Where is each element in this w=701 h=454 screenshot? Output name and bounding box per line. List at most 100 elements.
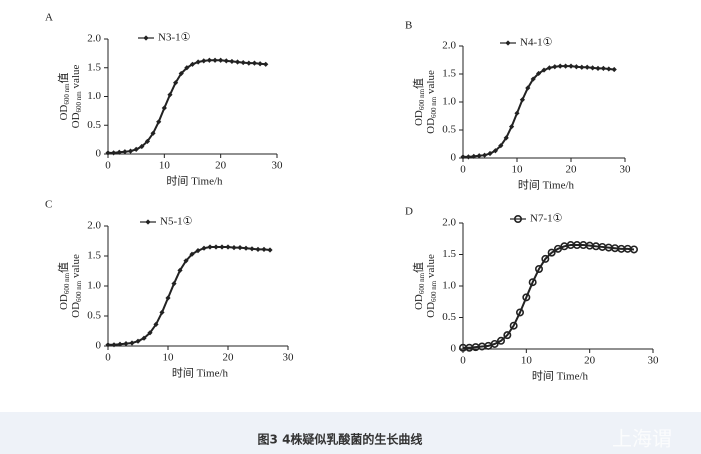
- y-axis-label-part: OD: [70, 112, 82, 128]
- y-axis-label-part: 600 nm: [430, 96, 438, 118]
- y-axis-label: OD600 nm值: [57, 72, 71, 120]
- y-tick-label: 2.0: [442, 217, 456, 229]
- data-point: [159, 309, 165, 315]
- y-axis-label-part: 600 nm: [75, 280, 83, 302]
- y-axis-label-part: value: [70, 65, 82, 92]
- data-point: [471, 153, 477, 159]
- data-point: [536, 70, 542, 77]
- data-point: [534, 264, 543, 273]
- data-point: [171, 281, 177, 287]
- data-point: [229, 58, 235, 65]
- data-point: [482, 152, 488, 158]
- data-point: [178, 70, 184, 77]
- x-tick-label: 30: [272, 160, 284, 172]
- x-tick-label: 10: [159, 160, 171, 172]
- y-tick-label: 0: [451, 343, 457, 355]
- panel-label: D: [405, 206, 413, 218]
- data-point: [541, 67, 547, 73]
- legend-label: N4-1①: [520, 37, 553, 49]
- y-axis-label-part: OD: [413, 110, 425, 126]
- y-axis-label-part: 600 nm: [63, 272, 71, 294]
- data-point: [111, 342, 117, 348]
- y-axis-label-part: OD: [425, 118, 437, 134]
- data-point: [465, 154, 471, 160]
- x-tick-label: 30: [648, 355, 660, 367]
- data-point: [568, 63, 574, 69]
- x-tick-label: 30: [620, 164, 632, 176]
- data-point: [557, 63, 563, 69]
- x-tick-label: 20: [584, 355, 596, 367]
- watermark: 上海谓: [612, 427, 672, 451]
- data-point: [105, 342, 111, 348]
- data-point: [189, 61, 196, 67]
- data-point: [243, 245, 249, 251]
- data-point: [219, 244, 225, 250]
- data-point: [135, 338, 141, 344]
- data-point: [223, 58, 229, 64]
- y-axis-label-part: OD: [58, 294, 70, 310]
- data-point: [246, 60, 252, 66]
- data-point: [139, 143, 145, 150]
- y-axis-label-part: OD: [425, 302, 437, 318]
- y-tick-label: 0: [451, 152, 457, 164]
- x-axis-label: 时间 Time/h: [518, 179, 575, 192]
- data-point: [595, 65, 601, 71]
- caption: 图3 4株疑似乳酸菌的生长曲线: [258, 432, 423, 447]
- data-point: [195, 59, 201, 65]
- data-point: [263, 61, 269, 67]
- data-point: [147, 330, 153, 336]
- panel-label: B: [405, 20, 412, 32]
- y-tick-label: 0.5: [442, 124, 456, 136]
- x-tick-label: 20: [215, 160, 227, 172]
- y-tick-label: 1.5: [87, 61, 101, 73]
- data-point: [600, 65, 606, 71]
- y-axis-label-part: 600 nm: [430, 280, 438, 302]
- panel-label: A: [45, 12, 53, 24]
- x-tick-label: 10: [163, 352, 175, 364]
- data-point: [519, 97, 525, 103]
- data-point: [167, 92, 173, 98]
- y-tick-label: 1.0: [87, 280, 101, 292]
- data-point: [150, 130, 156, 136]
- x-tick-label: 30: [283, 352, 295, 364]
- y-tick-label: 1.5: [442, 248, 456, 260]
- data-point: [117, 341, 123, 347]
- legend-marker: [143, 35, 149, 41]
- y-axis-label: OD600 nm value: [70, 65, 83, 129]
- x-axis-label: 时间 Time/h: [532, 370, 589, 383]
- data-point: [177, 267, 183, 273]
- y-axis-label-part: OD: [58, 105, 70, 121]
- y-axis-label: OD600 nm值: [57, 262, 71, 310]
- y-tick-label: 1.0: [442, 96, 456, 108]
- data-point: [490, 339, 499, 348]
- x-tick-label: 0: [460, 355, 466, 367]
- data-point: [267, 247, 273, 253]
- data-point: [590, 65, 596, 71]
- data-point: [129, 340, 135, 346]
- legend-marker: [505, 40, 511, 46]
- data-point: [584, 64, 590, 70]
- y-tick-label: 1.5: [442, 68, 456, 80]
- x-axis-label: 时间 Time/h: [166, 175, 223, 188]
- data-point: [237, 245, 243, 251]
- data-point: [240, 59, 246, 66]
- y-tick-label: 1.0: [442, 280, 456, 292]
- y-axis-label-part: 值: [57, 262, 70, 273]
- data-point: [225, 244, 231, 250]
- data-point: [123, 341, 129, 347]
- data-point: [530, 76, 536, 82]
- data-point: [144, 138, 151, 144]
- y-tick-label: 0: [96, 340, 102, 352]
- data-point: [249, 246, 255, 252]
- data-point: [257, 61, 263, 67]
- data-point: [509, 124, 515, 130]
- data-point: [161, 105, 167, 111]
- data-point: [153, 321, 159, 327]
- series-line: [108, 59, 266, 154]
- y-axis-label: OD600 nm值: [412, 262, 426, 310]
- y-axis-label-part: value: [70, 254, 82, 281]
- y-tick-label: 1.5: [87, 250, 101, 262]
- data-point: [165, 295, 171, 301]
- data-point: [218, 57, 224, 63]
